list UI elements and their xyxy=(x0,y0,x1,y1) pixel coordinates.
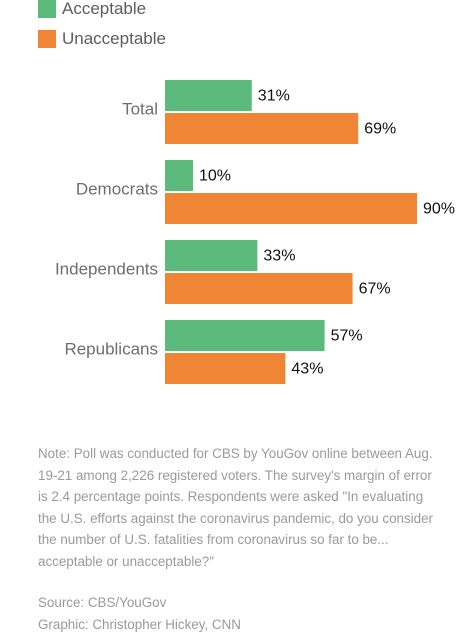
bar-acceptable-total xyxy=(165,80,252,111)
legend-label-acceptable: Acceptable xyxy=(62,0,147,18)
category-label-republicans: Republicans xyxy=(64,339,158,358)
value-label-unacceptable-democrats: 90% xyxy=(423,201,455,218)
value-label-unacceptable-independents: 67% xyxy=(359,281,391,298)
bar-unacceptable-democrats xyxy=(165,193,417,224)
category-label-democrats: Democrats xyxy=(76,179,158,198)
bar-unacceptable-republicans xyxy=(165,353,286,384)
chart-source: Source: CBS/YouGov xyxy=(38,595,167,610)
chart-credit: Graphic: Christopher Hickey, CNN xyxy=(38,617,241,632)
value-label-acceptable-republicans: 57% xyxy=(331,328,363,345)
chart-note: Note: Poll was conducted for CBS by YouG… xyxy=(38,446,433,569)
value-label-unacceptable-total: 69% xyxy=(364,121,396,138)
bar-acceptable-republicans xyxy=(165,320,325,351)
legend-swatch-unacceptable xyxy=(38,30,56,48)
value-label-acceptable-total: 31% xyxy=(258,88,290,105)
legend-item-acceptable: Acceptable xyxy=(38,0,166,24)
value-label-acceptable-democrats: 10% xyxy=(199,168,231,185)
legend-swatch-acceptable xyxy=(38,0,56,18)
bar-chart: Total 31% 69% Democrats 10% 90% Independents 33… xyxy=(55,80,455,384)
bar-unacceptable-independents xyxy=(165,273,353,304)
chart-legend: Acceptable Unacceptable xyxy=(38,0,166,54)
value-label-acceptable-independents: 33% xyxy=(263,248,295,265)
category-label-total: Total xyxy=(122,99,158,118)
bar-unacceptable-total xyxy=(165,113,359,144)
legend-item-unacceptable: Unacceptable xyxy=(38,24,166,54)
bar-acceptable-independents xyxy=(165,240,258,271)
bar-acceptable-democrats xyxy=(165,160,193,191)
category-label-independents: Independents xyxy=(55,259,158,278)
legend-label-unacceptable: Unacceptable xyxy=(62,29,166,48)
value-label-unacceptable-republicans: 43% xyxy=(291,361,323,378)
